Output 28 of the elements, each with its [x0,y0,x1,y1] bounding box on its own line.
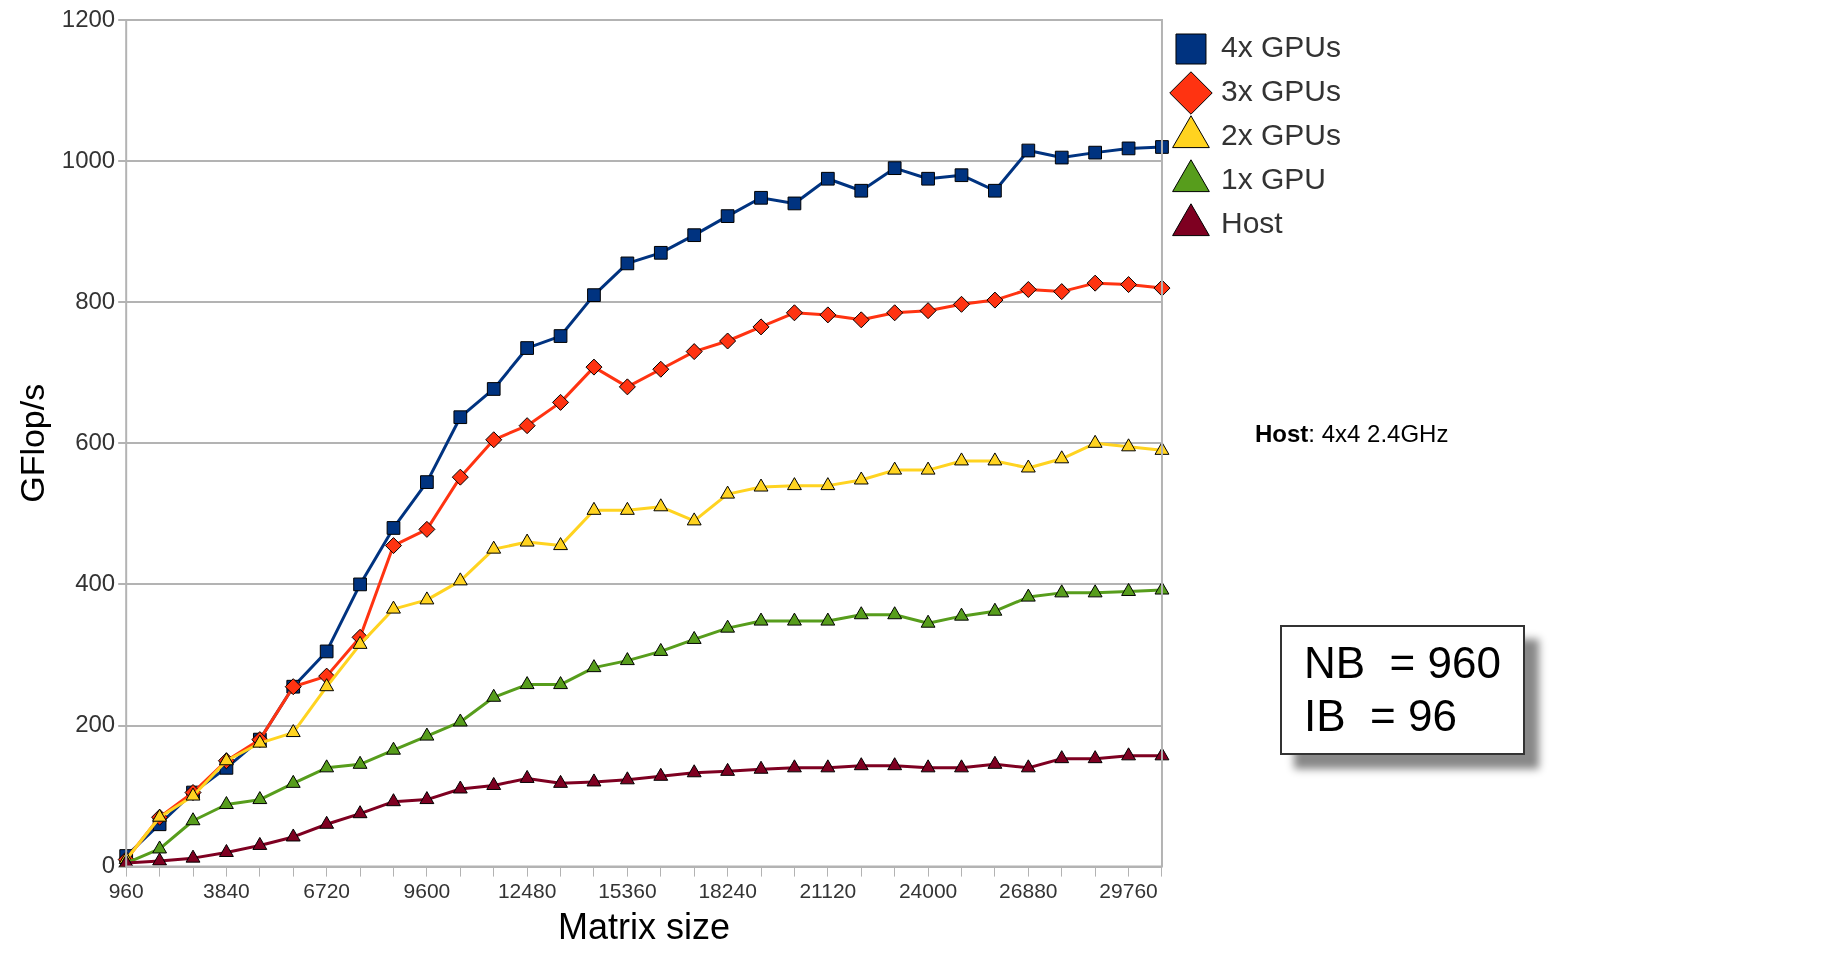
y-tick-label: 1200 [61,4,116,32]
x-tick-label: 21120 [799,879,857,902]
y-axis-title: GFlop/s [12,383,51,503]
x-tick-label: 29760 [1099,879,1158,902]
legend-label: 3x GPUs [1220,74,1341,108]
legend-label: 2x GPUs [1220,118,1341,152]
x-tick-label: 24000 [898,879,958,902]
y-tick-label: 400 [75,569,116,597]
y-tick-label: 600 [75,427,116,455]
x-tick-label: 6720 [303,879,351,902]
text: NB = 960 [1304,638,1501,687]
x-tick-label: 18240 [698,879,757,902]
y-tick-label: 800 [75,286,116,314]
y-tick-label: 0 [101,851,116,879]
x-tick-label: 12480 [497,879,557,902]
text: Host: 4x4 2.4GHz [1255,420,1449,448]
x-tick-label: 9600 [403,879,451,902]
x-tick-label: 960 [108,879,144,902]
x-tick-label: 3840 [203,879,250,902]
text: IB = 96 [1304,690,1457,740]
legend-label: Host [1220,206,1284,240]
y-tick-label: 1000 [61,145,116,173]
x-tick-label: 15360 [598,879,657,902]
x-axis-title: Matrix size [558,906,731,948]
legend-label: 1x GPU [1220,162,1326,196]
y-tick-label: 200 [75,710,116,738]
legend-label: 4x GPUs [1220,30,1341,64]
x-tick-label: 26880 [999,879,1058,902]
